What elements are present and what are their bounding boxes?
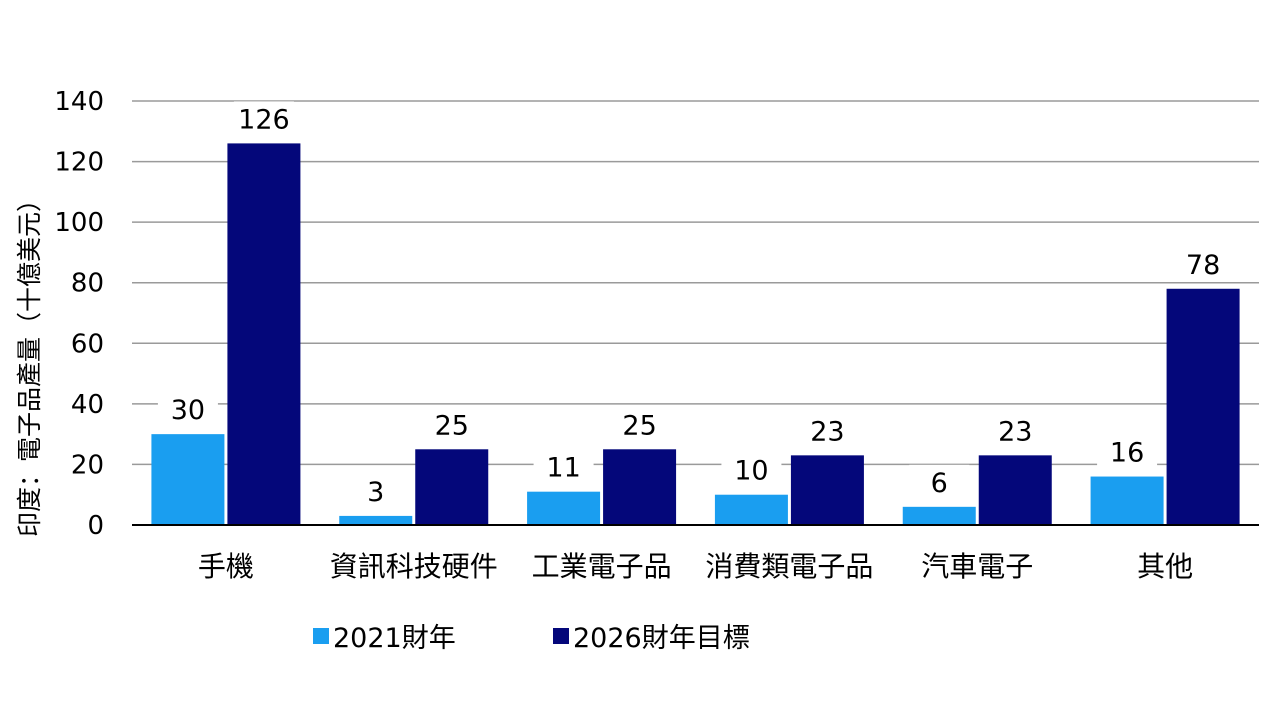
data-label-background — [609, 407, 670, 440]
data-label: 16 — [1110, 438, 1144, 469]
data-label-background — [533, 449, 594, 482]
bar — [1166, 288, 1240, 525]
y-tick-label: 20 — [71, 450, 104, 480]
data-label: 23 — [998, 416, 1032, 447]
data-label-background — [985, 413, 1046, 446]
data-label: 10 — [734, 456, 768, 487]
data-label: 30 — [171, 395, 205, 426]
data-label-background — [797, 413, 858, 446]
data-label-background — [1097, 434, 1158, 467]
data-label: 78 — [1186, 250, 1220, 281]
data-label: 3 — [367, 477, 384, 508]
data-label-background — [233, 101, 294, 134]
data-label-background — [909, 464, 970, 497]
y-tick-label: 60 — [71, 329, 104, 359]
bar — [527, 491, 601, 525]
data-label-background — [421, 407, 482, 440]
data-label: 23 — [810, 416, 844, 447]
y-tick-label: 80 — [71, 269, 104, 299]
data-label: 11 — [546, 453, 580, 484]
data-label: 25 — [622, 410, 656, 441]
y-tick-label: 40 — [71, 390, 104, 420]
data-label: 25 — [435, 410, 469, 441]
bar — [902, 506, 976, 525]
y-tick-label: 100 — [54, 208, 104, 238]
bar — [978, 455, 1052, 525]
data-label-background — [1173, 246, 1234, 279]
bar — [790, 455, 864, 525]
data-label-background — [157, 392, 218, 425]
y-axis-label: 印度：電子品產量（十億美元） — [15, 187, 44, 537]
data-label-background — [345, 473, 406, 506]
gridlines — [132, 100, 1259, 466]
category-label: 工業電子品 — [532, 550, 672, 583]
bars — [151, 143, 1240, 525]
bar — [151, 434, 225, 525]
x-axis-categories: 手機 資訊科技硬件 工業電子品 消費類電子品 汽車電子 其他 — [198, 550, 1193, 583]
legend-item-2026: 2026財年目標 — [553, 616, 750, 655]
bar — [227, 143, 301, 525]
data-label: 6 — [931, 468, 948, 499]
bar — [1090, 476, 1164, 525]
y-tick-label: 120 — [54, 148, 104, 178]
bar — [415, 449, 489, 525]
category-label: 其他 — [1137, 550, 1193, 583]
bar — [714, 494, 788, 525]
data-label: 126 — [238, 104, 290, 135]
data-label-background — [721, 452, 782, 485]
legend-label-2021: 2021財年 — [333, 623, 456, 654]
bar — [339, 515, 413, 525]
legend-swatch-2021 — [313, 627, 329, 644]
y-tick-label: 0 — [87, 511, 104, 541]
category-label: 手機 — [198, 550, 254, 583]
legend: 2021財年 2026財年目標 — [0, 616, 1280, 656]
category-label: 資訊科技硬件 — [330, 550, 498, 583]
category-label: 消費類電子品 — [705, 550, 873, 583]
bar — [603, 449, 677, 525]
y-axis-ticks: 0 20 40 60 80 100 120 140 — [54, 87, 104, 541]
legend-item-2021: 2021財年 — [313, 616, 456, 655]
data-labels: 30 126 3 25 11 25 10 23 6 23 16 78 — [157, 101, 1234, 508]
legend-swatch-2026 — [553, 627, 569, 644]
category-label: 汽車電子 — [921, 550, 1033, 583]
y-tick-label: 140 — [54, 87, 104, 117]
legend-label-2026: 2026財年目標 — [573, 623, 750, 654]
